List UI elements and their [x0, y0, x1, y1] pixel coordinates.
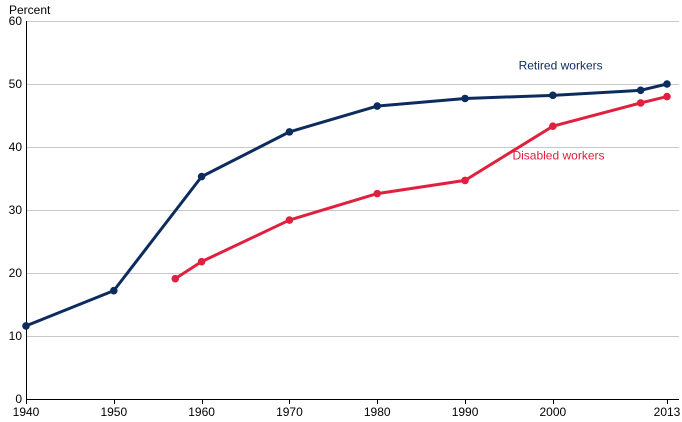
y-tick-label-0: 0 [15, 392, 22, 406]
series-group [22, 80, 671, 330]
disabled-workers-point-1960 [197, 257, 206, 266]
retired-workers-point-2000 [549, 91, 557, 100]
disabled-workers-point-2013 [663, 92, 671, 101]
x-tick-label-2000: 2000 [539, 405, 566, 419]
disabled-workers-point-2010 [636, 99, 645, 107]
disabled-workers-point-1957 [171, 274, 180, 283]
disabled-workers-point-2000 [549, 122, 557, 131]
retired-workers-point-1940 [22, 322, 30, 330]
y-axis-unit-label: Percent [9, 3, 51, 17]
y-tick-label-10: 10 [9, 329, 23, 343]
disabled-workers-line [173, 95, 669, 281]
series-labels: Retired workers Disabled workers [512, 59, 604, 163]
disabled-workers-point-1990 [461, 176, 469, 185]
disabled-workers-label: Disabled workers [512, 149, 604, 163]
retired-workers-point-1990 [461, 94, 469, 103]
y-tick-label-60: 60 [9, 14, 23, 28]
x-tick-label-1950: 1950 [100, 405, 127, 419]
x-tick-label-1980: 1980 [364, 405, 391, 419]
retired-workers-point-1980 [373, 102, 382, 110]
disabled-workers-point-1980 [373, 189, 382, 198]
axes: Percent 0 10 20 30 40 50 60 1940 1950 1960 1970 198… [9, 3, 681, 419]
retired-workers-point-2013 [663, 80, 671, 88]
y-tick-label-20: 20 [9, 266, 23, 280]
retired-workers-point-1960 [197, 172, 206, 181]
x-tick-label-1990: 1990 [452, 405, 479, 419]
y-tick-label-40: 40 [9, 140, 23, 154]
grid-lines [26, 21, 679, 337]
retired-workers-point-1970 [285, 128, 294, 136]
x-tick-label-1960: 1960 [188, 405, 215, 419]
retired-workers-point-1950 [110, 286, 118, 295]
y-tick-label-30: 30 [9, 203, 23, 217]
retired-workers-point-2010 [636, 86, 645, 95]
y-tick-label-50: 50 [9, 77, 23, 91]
x-tick-label-1970: 1970 [276, 405, 303, 419]
x-tick-label-1940: 1940 [13, 405, 40, 419]
retired-workers-label: Retired workers [519, 59, 603, 73]
disabled-workers-point-1970 [285, 216, 294, 224]
x-tick-label-2013: 2013 [654, 405, 681, 419]
